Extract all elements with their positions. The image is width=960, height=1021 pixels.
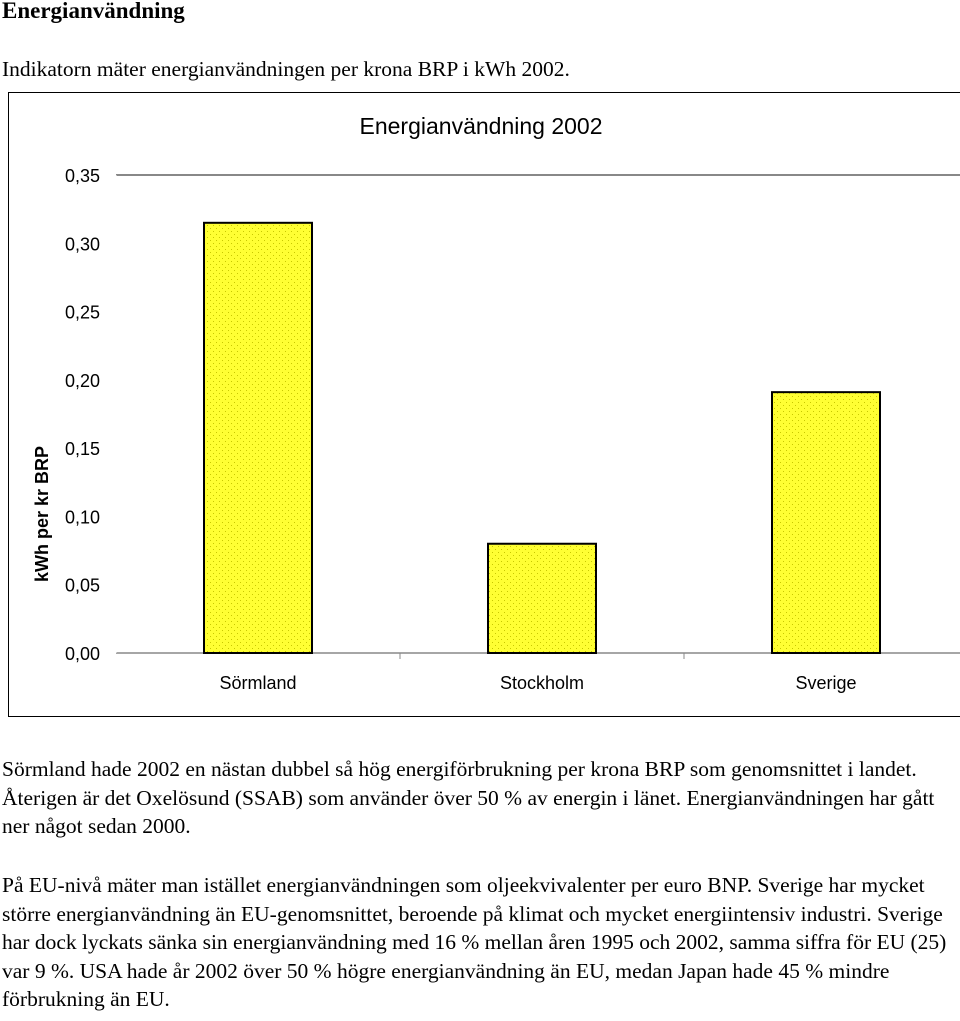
plot-area: 0,00 0,05 0,10 0,15 0,20 0,25 0,30 0,35 Sörmland… [65, 166, 960, 693]
paragraph-1: Sörmland hade 2002 en nästan dubbel så h… [2, 757, 935, 838]
bar-chart: Energianvändning 2002 kWh per kr BRP 0,0… [8, 92, 960, 717]
y-tick-label: 0,35 [65, 166, 100, 186]
x-tick-label: Sörmland [219, 673, 296, 693]
y-tick-label: 0,25 [65, 303, 100, 323]
y-tick-label: 0,05 [65, 576, 100, 596]
intro-text: Indikatorn mäter energianvändningen per … [2, 57, 570, 81]
bar-3 [771, 391, 881, 654]
paragraph-2: På EU-nivå mäter man istället energianvä… [2, 873, 947, 1011]
y-axis-label: kWh per kr BRP [32, 446, 52, 582]
y-tick-label: 0,00 [65, 644, 100, 664]
y-tick-label: 0,15 [65, 439, 100, 459]
y-tick-label: 0,30 [65, 234, 100, 254]
y-tick-label: 0,10 [65, 507, 100, 527]
x-tick-label: Sverige [795, 673, 856, 693]
y-tick-label: 0,20 [65, 371, 100, 391]
bar-2 [487, 542, 597, 654]
chart-title: Energianvändning 2002 [360, 113, 603, 139]
x-tick-label: Stockholm [500, 673, 584, 693]
page-heading: Energianvändning [2, 0, 185, 23]
bar-1 [203, 221, 313, 655]
